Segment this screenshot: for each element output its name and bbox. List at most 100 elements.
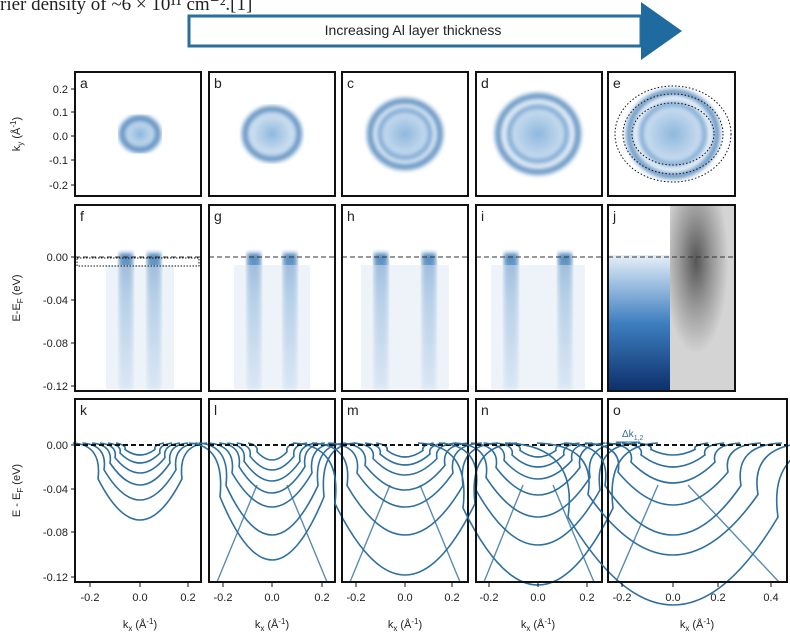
band-haze xyxy=(361,265,449,389)
panel: j xyxy=(607,204,736,392)
x-tick-label: 0.0 xyxy=(132,592,147,604)
band-curve xyxy=(615,484,780,583)
panel-letter: j xyxy=(612,208,616,224)
label-part: E - E xyxy=(11,493,23,517)
label-part: -1 xyxy=(411,617,419,626)
dotted-ring xyxy=(614,85,732,183)
x-axis-label: kx (Å-1) xyxy=(680,617,714,633)
band-curve xyxy=(584,442,762,506)
label-part: Δk xyxy=(622,429,635,440)
x-tick-label: 0.0 xyxy=(264,592,279,604)
band-curve xyxy=(536,442,790,556)
band-curve xyxy=(312,442,498,536)
panel-letter: d xyxy=(481,75,489,91)
spectrum-blue xyxy=(608,255,670,391)
panel: k xyxy=(72,398,208,583)
x-tick-label: 0.2 xyxy=(314,592,329,604)
panel-frame xyxy=(74,398,202,583)
label-part: ) xyxy=(286,619,290,631)
panel-frame xyxy=(208,71,336,197)
x-tick-label: -0.2 xyxy=(347,592,366,604)
y-tick-label: 0.2 xyxy=(53,84,68,96)
x-axis-label: kx (Å-1) xyxy=(123,617,157,633)
panel-letter: l xyxy=(214,402,217,418)
label-part: -1 xyxy=(278,617,286,626)
label-part: F xyxy=(16,298,25,303)
label-part: (Å xyxy=(10,127,23,142)
caption-fragment: rier density of ~6 × 10¹¹ cm⁻².[1] xyxy=(0,0,252,15)
panel: n xyxy=(417,398,659,586)
band-curve xyxy=(454,442,622,518)
panel-frame xyxy=(208,204,336,392)
band-curve xyxy=(470,442,606,496)
panel: a xyxy=(74,71,202,197)
band-curve xyxy=(198,442,346,536)
fermi-ring xyxy=(367,98,443,170)
y-tick-label: -0.04 xyxy=(43,295,68,307)
label-part: (Å xyxy=(530,618,545,631)
label-part: k xyxy=(388,619,394,631)
spectral-blob xyxy=(490,88,586,180)
band-haze xyxy=(106,265,174,389)
label-part: ) xyxy=(11,117,23,121)
x-tick-label: -0.2 xyxy=(214,592,233,604)
y-tick-label: 0.00 xyxy=(47,252,68,264)
label-part: (eV) xyxy=(11,274,23,298)
label-part: x xyxy=(260,624,264,633)
spectral-blob xyxy=(362,93,448,175)
band-curve xyxy=(99,442,181,474)
band-curve xyxy=(483,484,595,583)
panel-frame xyxy=(475,398,603,583)
label-part: k xyxy=(680,619,686,631)
label-part: (eV) xyxy=(11,464,23,488)
label-part: (Å xyxy=(397,618,412,631)
panel-frame xyxy=(341,71,469,197)
y-tick-label: -0.08 xyxy=(43,527,68,539)
band-curve xyxy=(605,442,741,484)
band-curve xyxy=(364,442,446,466)
label-part: x xyxy=(393,624,397,633)
fermi-ring xyxy=(639,102,707,166)
label-part: x xyxy=(128,624,132,633)
x-tick-label: 0.0 xyxy=(530,592,545,604)
x-tick-label: 0.0 xyxy=(665,592,680,604)
label-part: x xyxy=(685,624,689,633)
arrow-label: Increasing Al layer thickness xyxy=(325,22,502,38)
band-curve xyxy=(72,442,208,521)
x-tick-label: 0.2 xyxy=(710,592,725,604)
label-part: -1 xyxy=(703,617,711,626)
panel-frame xyxy=(74,71,202,197)
dotted-ring xyxy=(622,93,724,175)
band-curve xyxy=(188,442,356,561)
panel-letter: i xyxy=(481,208,484,224)
panel: c xyxy=(341,71,469,197)
fermi-ring xyxy=(119,115,161,153)
band-curve xyxy=(227,442,317,482)
fermi-ring xyxy=(377,108,433,160)
panel-letter: a xyxy=(80,75,88,91)
panel: e xyxy=(607,71,736,197)
band-curve xyxy=(219,442,325,494)
band-curve xyxy=(247,442,297,461)
panel-letter: m xyxy=(347,402,359,418)
x-axis-label: kx (Å-1) xyxy=(388,617,422,633)
fermi-ring xyxy=(507,104,569,164)
band-haze xyxy=(234,265,310,389)
band-curve xyxy=(417,442,659,586)
label-part: x xyxy=(526,624,530,633)
band-curve xyxy=(328,442,482,508)
band-curve xyxy=(82,442,198,501)
label-part: -1 xyxy=(146,617,154,626)
panel-letter: f xyxy=(80,208,84,224)
spectral-blob xyxy=(621,84,725,184)
y-tick-label: 0.0 xyxy=(53,131,68,143)
label-part: k xyxy=(521,619,527,631)
band-haze xyxy=(491,265,585,389)
band-curve xyxy=(564,442,782,536)
panel-frame xyxy=(607,204,736,392)
arrow: Increasing Al layer thickness xyxy=(187,2,682,60)
panel-letter: c xyxy=(347,75,354,91)
y-tick-label: -0.04 xyxy=(43,484,68,496)
label-part: ) xyxy=(154,619,158,631)
dotted-ring xyxy=(631,102,715,166)
